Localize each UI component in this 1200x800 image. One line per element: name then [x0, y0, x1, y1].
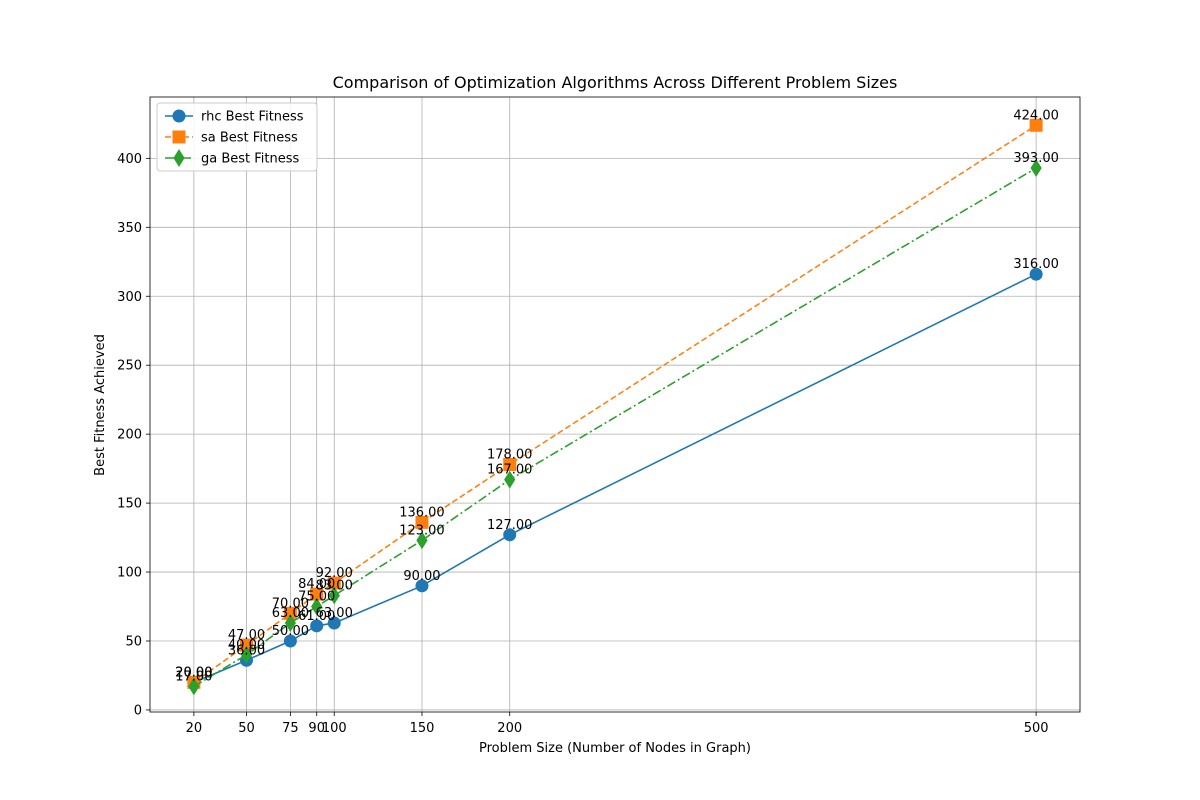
data-label: 61.00 — [298, 609, 335, 624]
y-tick-label: 50 — [125, 634, 142, 649]
legend-label: ga Best Fitness — [201, 152, 300, 167]
data-point — [310, 619, 324, 633]
y-tick-label: 100 — [117, 566, 142, 581]
legend-box — [156, 102, 318, 172]
series-rhc — [187, 267, 1043, 689]
data-label: 178.00 — [487, 447, 533, 462]
data-point — [328, 586, 340, 605]
y-tick-label: 0 — [134, 703, 142, 718]
y-tick-label: 250 — [117, 359, 142, 374]
data-point — [240, 645, 253, 664]
data-label: 40.00 — [228, 638, 265, 653]
legend-marker — [172, 109, 186, 123]
data-label: 47.00 — [228, 628, 265, 643]
data-label: 83.00 — [316, 578, 353, 593]
data-label: 90.00 — [403, 569, 440, 584]
data-point — [415, 579, 429, 593]
legend-label: rhc Best Fitness — [201, 110, 304, 125]
x-tick-label: 90 — [308, 721, 325, 736]
data-label: 136.00 — [399, 505, 445, 520]
data-label: 36.00 — [228, 643, 265, 658]
legend-item: sa Best Fitness — [165, 130, 298, 146]
legend-item: rhc Best Fitness — [165, 109, 304, 125]
legend: rhc Best Fitness sa Best Fitness ga Best F… — [156, 102, 318, 172]
data-label: 424.00 — [1013, 108, 1059, 123]
data-label: 17.00 — [175, 669, 212, 684]
legend-label: sa Best Fitness — [201, 131, 298, 146]
data-label: 50.00 — [272, 624, 309, 639]
series-ga — [188, 159, 1042, 696]
legend-marker — [172, 130, 186, 144]
data-label: 20.00 — [175, 665, 212, 680]
data-point — [283, 634, 297, 648]
data-label: 316.00 — [1013, 257, 1059, 272]
x-axis-label: Problem Size (Number of Nodes in Graph) — [479, 741, 751, 756]
y-tick-label: 350 — [117, 221, 142, 236]
data-point — [311, 597, 323, 616]
data-point — [503, 457, 517, 471]
data-label: 393.00 — [1013, 151, 1059, 166]
data-point — [416, 531, 428, 550]
x-tick-label: 75 — [282, 721, 299, 736]
data-point — [415, 515, 429, 529]
series-line — [193, 124, 1037, 684]
data-point — [1029, 118, 1043, 132]
series-line — [193, 167, 1037, 688]
data-point — [284, 614, 296, 633]
y-tick-label: 200 — [117, 428, 142, 443]
data-point — [1029, 267, 1043, 281]
y-axis-label: Best Fitness Achieved — [93, 334, 108, 476]
data-label: 75.00 — [298, 590, 335, 605]
axes — [146, 96, 1081, 716]
y-tick-label: 400 — [117, 152, 142, 167]
data-label: 127.00 — [487, 518, 533, 533]
grid — [150, 97, 1080, 712]
data-point — [327, 616, 341, 630]
data-label: 84.00 — [298, 577, 335, 592]
data-point — [503, 528, 517, 542]
series-line — [193, 273, 1037, 684]
x-tick-label: 200 — [497, 721, 522, 736]
x-tick-label: 500 — [1024, 721, 1049, 736]
y-tick-label: 150 — [117, 497, 142, 512]
x-tick-label: 100 — [322, 721, 347, 736]
legend-marker — [173, 149, 185, 167]
data-label: 123.00 — [399, 523, 445, 538]
data-point — [188, 677, 200, 696]
data-point — [504, 470, 516, 489]
y-tick-label: 300 — [117, 290, 142, 305]
legend-item: ga Best Fitness — [165, 149, 300, 167]
data-label: 63.00 — [316, 606, 353, 621]
data-label: 167.00 — [487, 463, 533, 478]
x-tick-label: 50 — [238, 721, 255, 736]
chart-title: Comparison of Optimization Algorithms Ac… — [333, 73, 898, 92]
data-label: 92.00 — [316, 566, 353, 581]
x-tick-label: 150 — [410, 721, 435, 736]
x-tick-label: 20 — [186, 721, 203, 736]
plot-frame — [149, 96, 1081, 713]
data-label: 70.00 — [272, 596, 309, 611]
series — [187, 118, 1043, 696]
data-point — [1030, 159, 1042, 177]
data-label: 63.00 — [272, 606, 309, 621]
data-label: 20.00 — [175, 665, 212, 680]
series-sa — [187, 118, 1043, 689]
